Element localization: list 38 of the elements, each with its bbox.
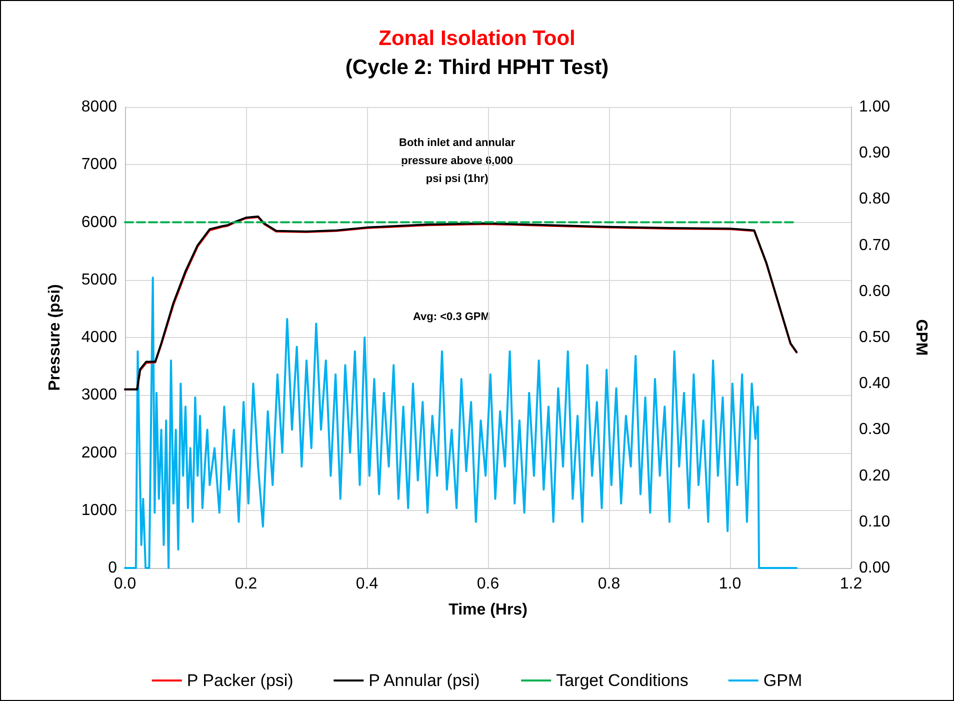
y-tick-label: 5000 xyxy=(81,271,118,288)
x-tick-label: 0.0 xyxy=(114,576,136,592)
x-tick-label: 1.2 xyxy=(840,576,862,592)
y-tick-label: 7000 xyxy=(81,156,118,174)
x-axis-title: Time (Hrs) xyxy=(448,602,528,618)
legend-label: GPM xyxy=(763,671,802,690)
y-tick-label: 2000 xyxy=(81,444,118,462)
y2-tick-label: 0.90 xyxy=(859,144,890,162)
legend-label: Target Conditions xyxy=(556,671,688,690)
annotation: Both inlet and annular pressure above 6,000 psi psi (1hr) xyxy=(398,137,516,185)
legend-label: P Packer (psi) xyxy=(186,671,294,690)
y2-tick-label: 0.50 xyxy=(859,329,890,346)
y2-tick-label: 0.80 xyxy=(859,190,890,208)
y-tick-label: 4000 xyxy=(81,329,118,346)
x-tick-label: 0.6 xyxy=(476,576,500,592)
chart-subtitle: (Cycle 2: Third HPHT Test) xyxy=(345,56,609,79)
y-tick-label: 0 xyxy=(108,560,118,576)
legend-label: P Annular (psi) xyxy=(368,671,480,690)
y-tick-label: 3000 xyxy=(81,386,118,404)
y2-tick-label: 0.10 xyxy=(859,513,890,530)
y2-tick-label: 0.20 xyxy=(859,467,890,484)
y-axis-title: Pressure (psi) xyxy=(46,284,64,391)
y2-tick-label: 0.70 xyxy=(859,236,890,254)
y2-tick-label: 0.40 xyxy=(859,375,890,392)
y2-tick-label: 0.30 xyxy=(859,421,890,438)
y-tick-label: 6000 xyxy=(81,214,118,231)
line-series xyxy=(124,276,798,569)
x-tick-label: 0.2 xyxy=(234,576,258,592)
x-tick-label: 0.8 xyxy=(598,576,620,592)
y-tick-label: 8000 xyxy=(81,98,118,116)
chart-title: Zonal Isolation Tool xyxy=(378,27,576,50)
y2-tick-label: 1.00 xyxy=(859,98,890,116)
x-tick-label: 1.0 xyxy=(718,576,742,592)
x-tick-label: 0.4 xyxy=(356,576,378,592)
y2-axis-title: GPM xyxy=(912,319,930,356)
y-tick-label: 1000 xyxy=(81,502,118,519)
y2-tick-label: 0.00 xyxy=(859,560,890,576)
y2-tick-label: 0.60 xyxy=(859,282,890,300)
